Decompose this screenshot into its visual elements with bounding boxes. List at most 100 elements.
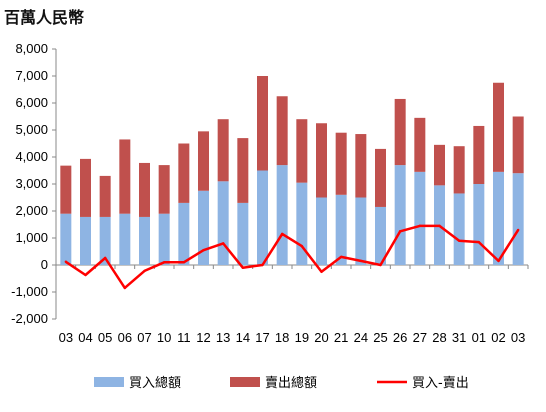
legend-label-net: 買入-賣出 (412, 376, 469, 391)
net-point (202, 248, 205, 252)
bar-sell (355, 134, 367, 198)
bar-sell (335, 132, 347, 195)
y-tick-label: 3,000 (15, 176, 48, 191)
bar-buy (119, 213, 131, 265)
bar-sell (453, 146, 465, 194)
bar-buy (296, 182, 308, 265)
y-tick-label: -2,000 (11, 311, 48, 326)
net-point (398, 230, 402, 233)
x-tick-label: 28 (432, 330, 446, 345)
net-point (359, 259, 363, 263)
y-tick-label: -1,000 (11, 284, 48, 299)
bar-sell (296, 119, 308, 183)
net-point (300, 244, 304, 248)
net-line (65, 224, 520, 290)
x-tick-label: 03 (59, 330, 73, 345)
bar-buy (139, 216, 150, 265)
bar-buy (355, 197, 367, 265)
net-point (123, 286, 127, 290)
bar-sell (394, 98, 406, 166)
net-point (143, 269, 146, 273)
bar-sell (434, 144, 445, 186)
bar-sell (237, 138, 249, 203)
bar-sell (139, 162, 150, 217)
bar-buy (99, 216, 111, 265)
net-point (182, 261, 186, 264)
legend-label-sell: 賣出總額 (265, 375, 317, 391)
x-tick-label: 14 (236, 330, 250, 345)
bar-buy (414, 171, 426, 265)
x-tick-label: 04 (78, 330, 92, 345)
bar-sell (99, 175, 111, 217)
bar-buy (198, 190, 209, 265)
y-tick-label: 8,000 (15, 41, 48, 56)
net-point (84, 273, 87, 277)
x-tick-label: 07 (137, 330, 151, 345)
bar-sell (414, 117, 426, 172)
net-point (221, 242, 225, 245)
bar-sell (119, 139, 131, 214)
y-tick-label: 1,000 (15, 230, 48, 245)
x-tick-label: 13 (216, 330, 230, 345)
net-point (320, 270, 323, 273)
bar-sell (375, 148, 386, 207)
bar-buy (237, 202, 249, 265)
unit-label: 百萬人民幣 (4, 8, 85, 27)
bar-buy (80, 216, 91, 265)
bar-buy (178, 202, 190, 265)
y-tick-label: 2,000 (15, 203, 48, 218)
bar-buy (276, 165, 288, 265)
legend-label-buy: 買入總額 (129, 375, 181, 391)
bar-buy (453, 193, 465, 265)
x-tick-label: 12 (196, 330, 210, 345)
bar-sell (198, 131, 209, 191)
bar-sell (316, 123, 327, 198)
bar-sell (493, 82, 504, 172)
net-point (162, 261, 166, 264)
bar-sell (257, 76, 268, 171)
x-tick-label: 03 (511, 330, 525, 345)
bar-buy (394, 165, 406, 265)
bar-buy (512, 173, 524, 265)
net-point (457, 239, 461, 242)
net-point (516, 228, 520, 232)
net-point (497, 259, 500, 263)
legend-swatch-buy (94, 377, 124, 387)
net-point (339, 255, 343, 259)
bar-buy (217, 181, 229, 265)
y-tick-label: 4,000 (15, 149, 48, 164)
x-tick-label: 10 (157, 330, 171, 345)
net-point (477, 240, 481, 244)
net-point (261, 263, 264, 267)
x-tick-label: 19 (295, 330, 309, 345)
net-point (438, 224, 441, 228)
x-tick-label: 20 (314, 330, 328, 345)
y-tick-label: 6,000 (15, 95, 48, 110)
bar-sell (217, 119, 229, 182)
legend-swatch-sell (230, 377, 260, 387)
x-tick-label: 06 (118, 330, 132, 345)
x-tick-label: 02 (491, 330, 505, 345)
bar-sell (80, 158, 91, 217)
bar-sell (60, 165, 72, 214)
bar-buy (316, 197, 327, 265)
net-point (418, 224, 422, 228)
x-tick-label: 31 (452, 330, 466, 345)
bar-buy (158, 213, 170, 265)
x-tick-label: 17 (255, 330, 269, 345)
bar-buy (375, 206, 386, 265)
net-point (241, 266, 245, 269)
bar-sell (473, 125, 485, 184)
x-tick-label: 27 (413, 330, 427, 345)
bar-sell (158, 165, 170, 214)
y-tick-label: 5,000 (15, 122, 48, 137)
bar-sell (178, 143, 190, 203)
bar-sell (512, 116, 524, 174)
y-tick-label: 0 (41, 257, 48, 272)
y-tick-label: 7,000 (15, 68, 48, 83)
net-point (280, 232, 284, 236)
x-tick-label: 26 (393, 330, 407, 345)
bar-sell (276, 96, 288, 166)
x-tick-label: 18 (275, 330, 289, 345)
